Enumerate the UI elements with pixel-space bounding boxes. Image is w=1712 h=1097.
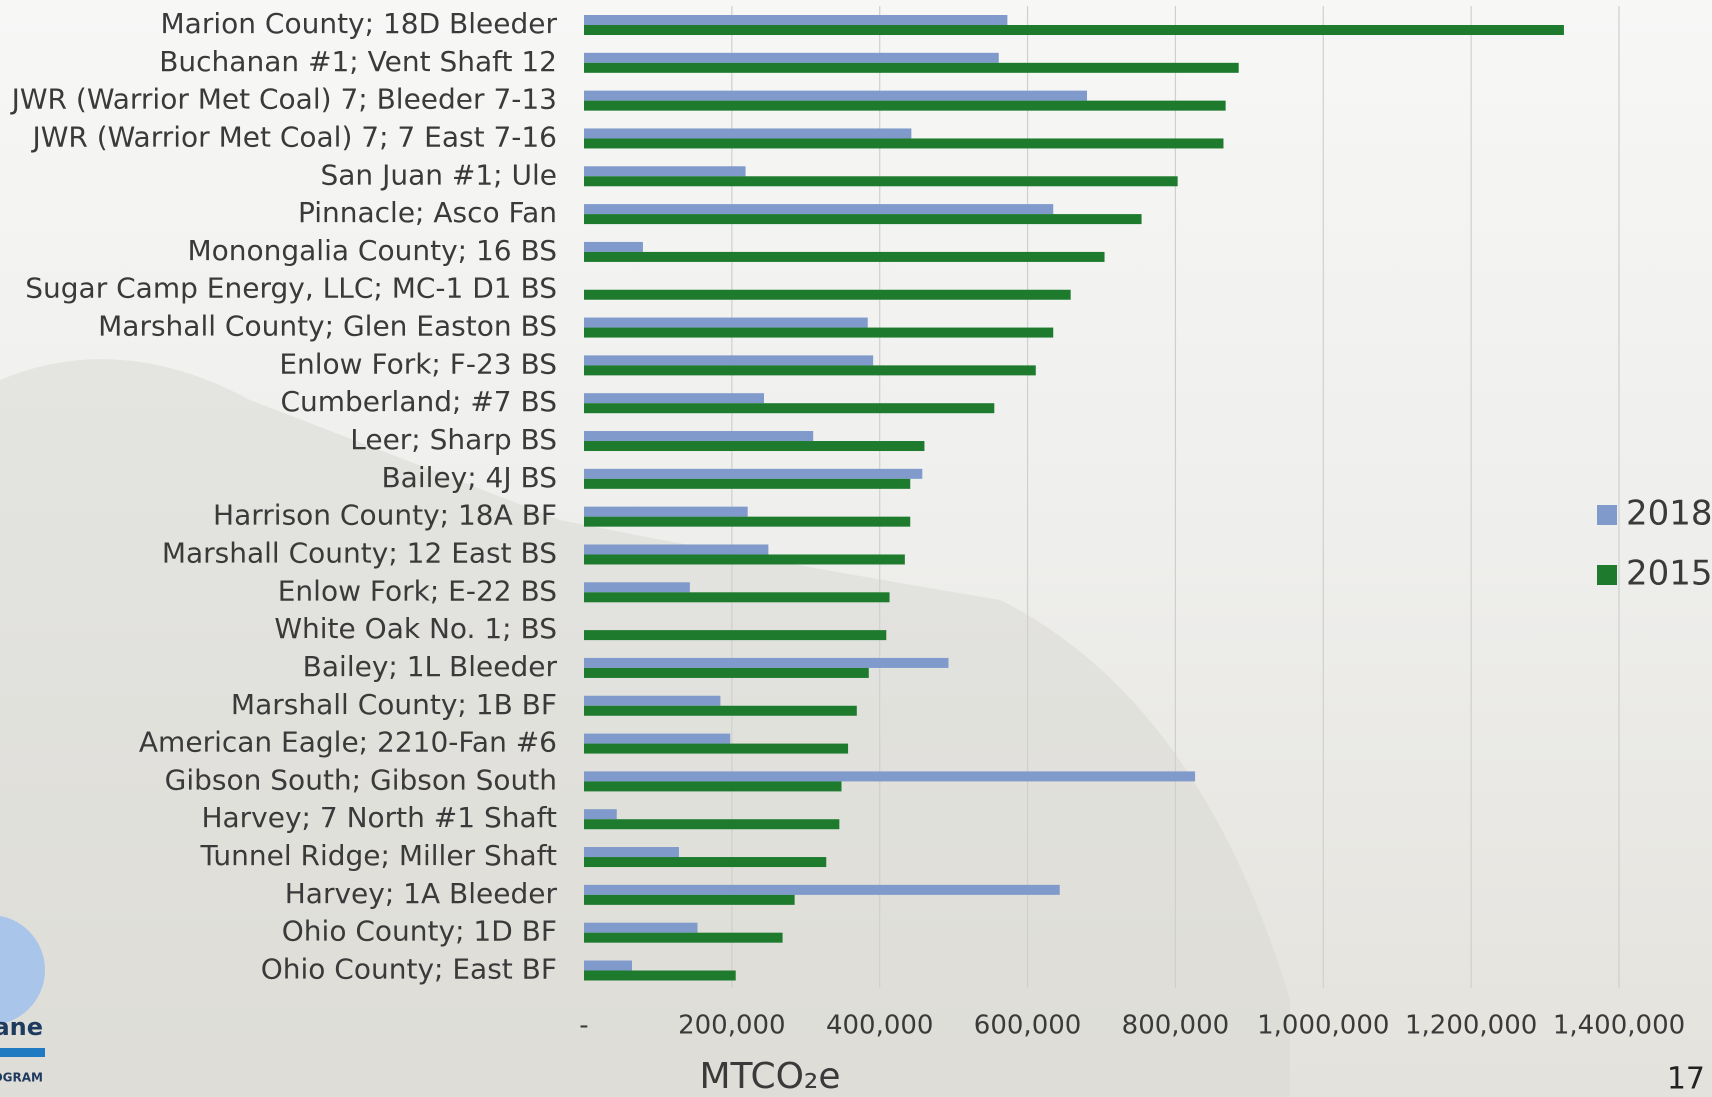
bar <box>584 214 1142 225</box>
bar <box>584 695 721 706</box>
legend-swatch <box>1597 505 1617 525</box>
bar <box>584 241 643 252</box>
logo-subword: OGRAM <box>0 1071 43 1085</box>
legend-label: 2018 <box>1626 494 1712 534</box>
x-tick-label: 200,000 <box>678 1011 786 1041</box>
x-tick-label: 400,000 <box>826 1011 934 1041</box>
x-tick-label: - <box>579 1011 588 1041</box>
bar <box>584 960 632 971</box>
y-tick-label: Ohio County; East BF <box>261 953 557 986</box>
bar <box>584 355 874 366</box>
bar <box>584 884 1060 895</box>
x-tick-label: 800,000 <box>1122 1011 1230 1041</box>
x-axis-title: MTCO₂e <box>700 1056 841 1097</box>
y-tick-label: Pinnacle; Asco Fan <box>298 196 557 229</box>
y-tick-label: Harvey; 7 North #1 Shaft <box>201 801 557 834</box>
bar <box>584 251 1105 262</box>
y-tick-label: Tunnel Ridge; Miller Shaft <box>200 839 558 872</box>
bar <box>584 857 827 868</box>
bar <box>584 52 999 63</box>
y-tick-label: Bailey; 4J BS <box>381 461 557 494</box>
bar <box>584 781 842 792</box>
y-tick-label: JWR (Warrior Met Coal) 7; 7 East 7-16 <box>30 120 557 153</box>
logo-circle <box>0 915 45 1025</box>
bar <box>584 657 949 668</box>
y-tick-label: Sugar Camp Energy, LLC; MC-1 D1 BS <box>25 272 557 305</box>
x-tick-label: 1,000,000 <box>1257 1011 1389 1041</box>
legend-label: 2015 <box>1626 554 1712 594</box>
bar <box>584 327 1054 338</box>
bar <box>584 970 736 981</box>
bar <box>584 582 690 593</box>
bar <box>584 922 698 933</box>
x-tick-label: 1,400,000 <box>1553 1011 1685 1041</box>
bar <box>584 630 887 641</box>
bar <box>584 771 1196 782</box>
y-tick-label: Harvey; 1A Bleeder <box>285 877 558 910</box>
y-tick-label: Bailey; 1L Bleeder <box>303 650 558 683</box>
bar <box>584 317 868 328</box>
bar <box>584 176 1178 187</box>
logo-word: ane <box>0 1013 43 1041</box>
bar <box>584 819 840 830</box>
y-tick-label: JWR (Warrior Met Coal) 7; Bleeder 7-13 <box>10 83 557 116</box>
bar <box>584 554 905 565</box>
bar <box>584 441 925 452</box>
bar <box>584 506 748 517</box>
logo-bar <box>0 1048 45 1057</box>
bar <box>584 592 890 603</box>
bar <box>584 743 849 754</box>
bar <box>584 100 1226 111</box>
y-tick-label: San Juan #1; Ule <box>321 158 558 191</box>
y-tick-label: Marshall County; 1B BF <box>231 688 557 721</box>
bar <box>584 365 1036 376</box>
y-tick-label: Leer; Sharp BS <box>350 423 557 456</box>
y-tick-label: Marion County; 18D Bleeder <box>161 7 558 40</box>
x-tick-label: 1,200,000 <box>1405 1011 1537 1041</box>
bar <box>584 478 911 489</box>
page-number: 17 <box>1667 1062 1705 1097</box>
bar <box>584 204 1054 215</box>
bar <box>584 289 1071 300</box>
bar <box>584 544 769 555</box>
bar <box>584 62 1239 73</box>
bar <box>584 90 1088 101</box>
bar <box>584 847 679 858</box>
bar <box>584 166 746 177</box>
bar <box>584 733 731 744</box>
y-tick-label: Enlow Fork; E-22 BS <box>278 574 557 607</box>
bar <box>584 705 857 716</box>
background-rock <box>0 359 1290 1097</box>
y-tick-label: Harrison County; 18A BF <box>213 499 557 532</box>
y-tick-label: Monongalia County; 16 BS <box>187 234 557 267</box>
legend-swatch <box>1597 565 1617 585</box>
y-tick-label: Buchanan #1; Vent Shaft 12 <box>159 45 557 78</box>
y-tick-label: Ohio County; 1D BF <box>282 915 557 948</box>
bar <box>584 667 869 678</box>
y-tick-label: Gibson South; Gibson South <box>165 763 557 796</box>
bar <box>584 25 1564 35</box>
bar <box>584 15 1008 25</box>
y-tick-label: Cumberland; #7 BS <box>280 385 557 418</box>
bar <box>584 894 795 905</box>
bar <box>584 809 617 820</box>
y-tick-label: Enlow Fork; F-23 BS <box>279 347 557 380</box>
bar <box>584 128 912 139</box>
bar <box>584 932 783 943</box>
bar <box>584 393 765 404</box>
y-tick-label: American Eagle; 2210-Fan #6 <box>139 726 557 759</box>
y-tick-label: Marshall County; 12 East BS <box>162 536 557 569</box>
y-tick-label: White Oak No. 1; BS <box>274 612 557 645</box>
bar <box>584 468 923 479</box>
bar <box>584 431 814 442</box>
bar <box>584 138 1224 149</box>
bar <box>584 403 995 414</box>
x-tick-label: 600,000 <box>974 1011 1082 1041</box>
bar <box>584 516 911 527</box>
y-tick-label: Marshall County; Glen Easton BS <box>98 310 557 343</box>
